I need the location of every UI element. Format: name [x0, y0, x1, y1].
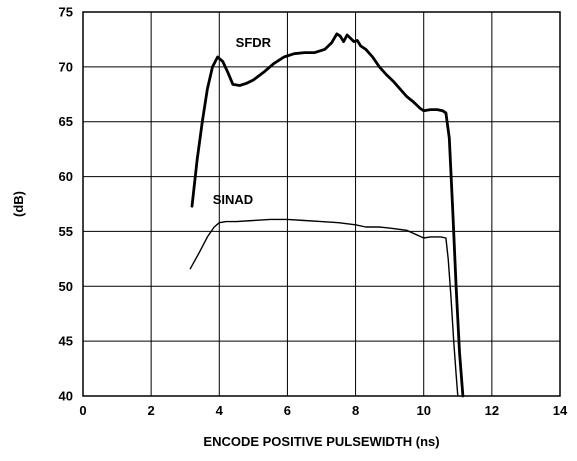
series-label-sinad: SINAD: [213, 192, 253, 207]
y-tick-label: 75: [59, 5, 73, 20]
x-tick-label: 0: [79, 403, 86, 418]
series-line-sinad: [189, 218, 459, 397]
y-tick-label: 65: [59, 114, 73, 129]
x-tick-label: 8: [352, 403, 359, 418]
series-label-sfdr: SFDR: [236, 35, 272, 50]
x-tick-label: 6: [284, 403, 291, 418]
series-lines: [189, 32, 465, 398]
series-line-sfdr: [190, 32, 465, 398]
y-tick-label: 45: [59, 334, 73, 349]
x-tick-label: 2: [148, 403, 155, 418]
grid: [82, 11, 561, 397]
y-tick-label: 60: [59, 169, 73, 184]
plot-frame: [82, 11, 561, 397]
y-tick-label: 50: [59, 279, 73, 294]
x-axis-title: ENCODE POSITIVE PULSEWIDTH (ns): [203, 434, 439, 449]
series-annotations: SFDR SINAD: [213, 35, 272, 207]
x-tick-labels: 0 2 4 6 8 10 12 14: [79, 403, 568, 418]
y-tick-label: 55: [59, 224, 73, 239]
x-tick-label: 4: [216, 403, 224, 418]
y-tick-label: 70: [59, 59, 73, 74]
x-tick-label: 10: [416, 403, 430, 418]
y-tick-label: 40: [59, 389, 73, 404]
y-axis-title: (dB): [11, 191, 26, 217]
x-tick-label: 12: [485, 403, 499, 418]
x-tick-label: 14: [553, 403, 568, 418]
y-tick-labels: 40 45 50 55 60 65 70 75: [59, 5, 73, 404]
